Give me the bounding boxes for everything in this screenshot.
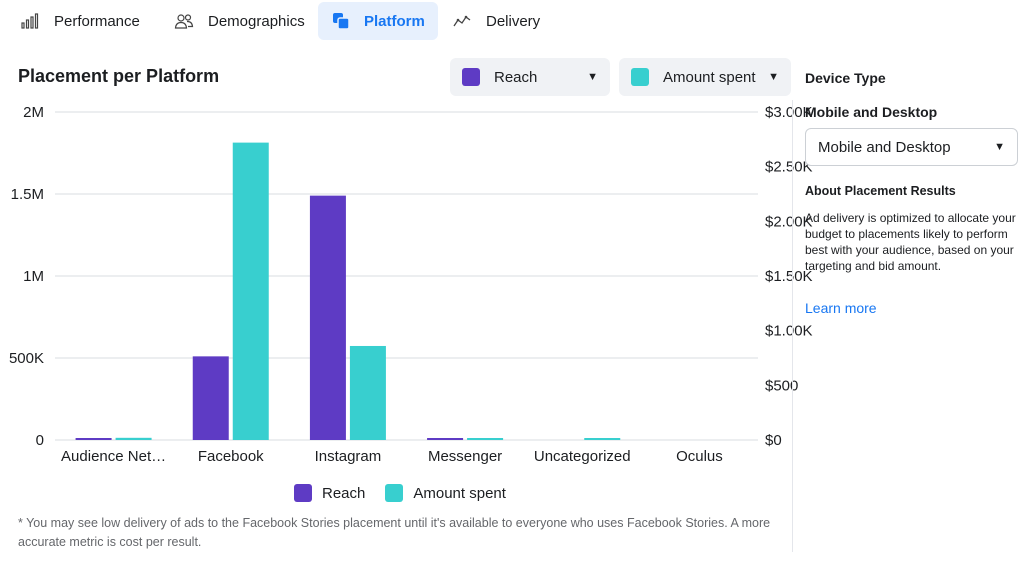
tab-label: Demographics — [208, 12, 305, 30]
amount-spent-swatch — [385, 484, 404, 502]
amount-dropdown-label: Amount spent — [663, 68, 756, 86]
tab-delivery[interactable]: Delivery — [442, 2, 552, 40]
amount-spent-metric-dropdown[interactable]: Amount spent ▼ — [619, 58, 791, 96]
reach-metric-dropdown[interactable]: Reach ▼ — [450, 58, 610, 96]
right-axis-tick-label: $2.50K — [765, 159, 813, 176]
amount-spent-swatch — [631, 68, 649, 86]
device-type-heading: Device Type — [805, 70, 886, 86]
device-type-select[interactable]: Mobile and Desktop ▼ — [805, 128, 1018, 166]
chart-legend: Reach Amount spent — [294, 484, 526, 502]
tab-bar: Performance Demographics Platform Delive… — [10, 2, 556, 40]
chart-title: Placement per Platform — [18, 66, 220, 86]
bar-amount-spent — [349, 345, 386, 440]
bar-amount-spent — [115, 437, 152, 440]
reach-dropdown-label: Reach — [494, 68, 538, 86]
people-icon — [174, 11, 194, 31]
placement-bar-chart: 0 500K 1M 1.5M 2M $0 $500 $1.00K $1.50K $2.00K $2.… — [9, 104, 813, 465]
delivery-line-icon — [452, 11, 472, 31]
bar-chart-icon — [20, 11, 40, 31]
bar-reach — [309, 195, 346, 440]
left-axis-tick-label: 1.5M — [11, 186, 44, 203]
bar-amount-spent — [584, 438, 621, 440]
reach-swatch — [294, 484, 312, 502]
bar-amount-spent — [232, 142, 269, 440]
right-axis-tick-label: $1.00K — [765, 323, 813, 340]
caret-down-icon: ▼ — [768, 71, 779, 83]
right-axis-tick-label: $0 — [765, 432, 782, 449]
reach-swatch — [462, 68, 480, 86]
device-type-select-value: Mobile and Desktop — [818, 138, 951, 156]
panel-divider — [792, 100, 793, 552]
tab-platform[interactable]: Platform — [318, 2, 438, 40]
device-type-subheading: Mobile and Desktop — [805, 104, 938, 120]
legend-item-amount-spent[interactable]: Amount spent — [385, 484, 506, 502]
right-axis-tick-label: $500 — [765, 377, 798, 394]
bar-amount-spent — [467, 438, 504, 440]
caret-down-icon: ▼ — [994, 141, 1005, 153]
tab-demographics[interactable]: Demographics — [164, 2, 314, 40]
tab-label: Delivery — [486, 12, 541, 30]
legend-item-reach[interactable]: Reach — [294, 484, 365, 502]
x-axis-category-label: Instagram — [315, 448, 382, 465]
left-axis-tick-label: 500K — [9, 350, 44, 367]
x-axis-category-label: Uncategorized — [534, 448, 631, 465]
footnote: * You may see low delivery of ads to the… — [18, 516, 771, 549]
left-axis-tick-label: 0 — [36, 432, 44, 449]
x-axis-category-label: Messenger — [428, 448, 502, 465]
platform-icon — [332, 11, 350, 31]
about-placement-heading: About Placement Results — [805, 184, 956, 198]
x-axis-category-label: Facebook — [198, 448, 264, 465]
bar-reach — [427, 438, 464, 440]
learn-more-link[interactable]: Learn more — [805, 300, 877, 316]
about-placement-text: Ad delivery is optimized to allocate you… — [805, 211, 1016, 273]
right-axis-tick-label: $2.00K — [765, 213, 813, 230]
bar-reach — [75, 438, 112, 440]
device-type-panel: Device Type Mobile and Desktop Mobile an… — [805, 70, 1020, 316]
x-axis-category-label: Oculus — [676, 448, 723, 465]
bar-reach — [192, 356, 229, 440]
tab-performance[interactable]: Performance — [10, 2, 160, 40]
legend-label-amount-spent: Amount spent — [413, 484, 506, 502]
right-axis-tick-label: $3.00K — [765, 104, 813, 121]
left-axis-tick-label: 1M — [23, 268, 44, 285]
caret-down-icon: ▼ — [587, 71, 598, 83]
tab-label: Platform — [364, 12, 425, 30]
left-axis-tick-label: 2M — [23, 104, 44, 121]
right-axis-tick-label: $1.50K — [765, 268, 813, 285]
legend-label-reach: Reach — [322, 484, 366, 502]
x-axis-category-label: Audience Net… — [61, 448, 166, 465]
tab-label: Performance — [54, 12, 140, 30]
